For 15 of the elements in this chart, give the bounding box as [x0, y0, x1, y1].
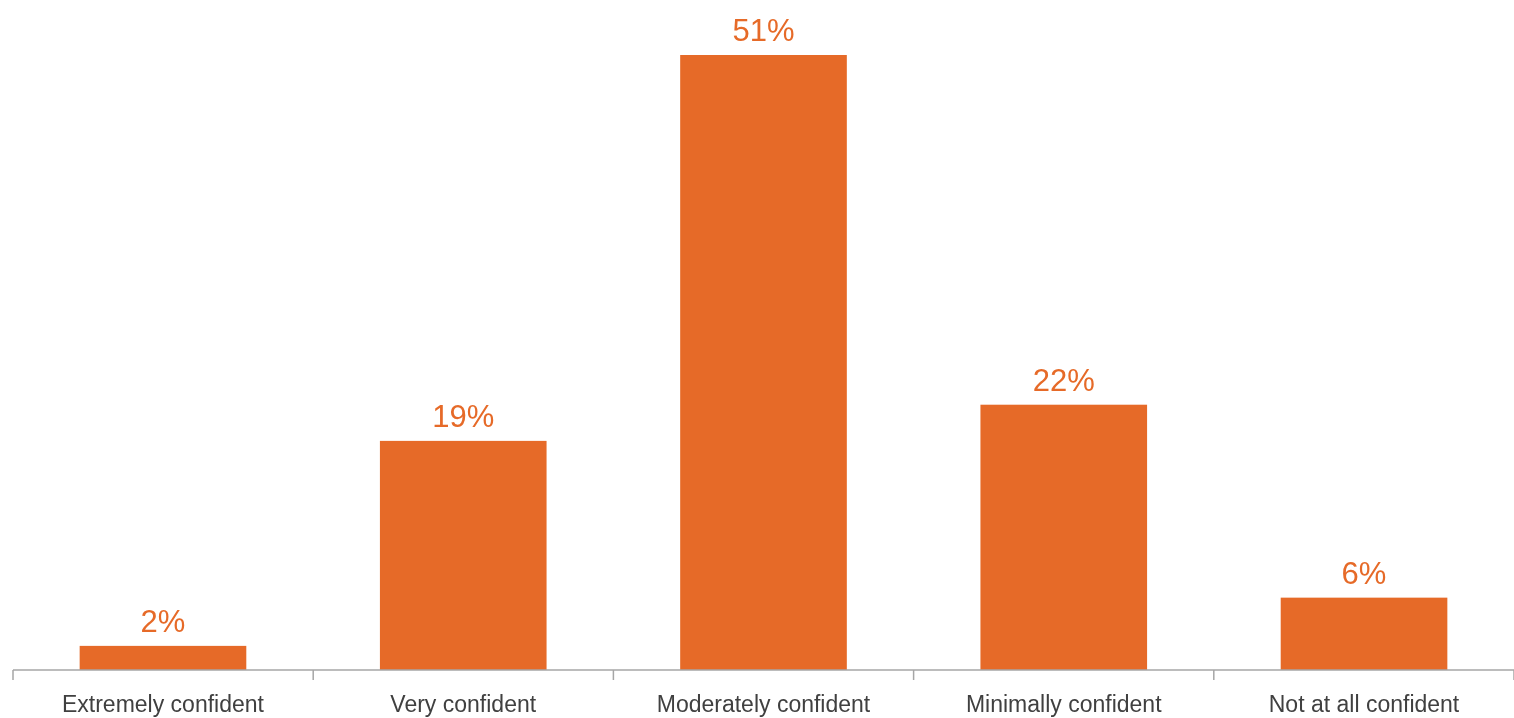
x-tick-label: Minimally confident — [965, 691, 1163, 717]
data-label: 51% — [732, 13, 795, 48]
bar — [680, 55, 847, 670]
x-tick-label: Extremely confident — [61, 691, 265, 717]
data-label: 6% — [1341, 555, 1387, 591]
bar — [980, 404, 1148, 670]
bar — [379, 440, 547, 670]
x-tick-label: Moderately confident — [656, 691, 871, 717]
data-label: 22% — [1032, 362, 1095, 398]
x-tick-label: Very confident — [390, 691, 537, 717]
bar — [1280, 597, 1448, 670]
x-tick-label: Not at all confident — [1268, 691, 1460, 717]
data-label: 2% — [140, 603, 186, 639]
data-label: 19% — [432, 398, 495, 434]
bar — [79, 645, 247, 670]
